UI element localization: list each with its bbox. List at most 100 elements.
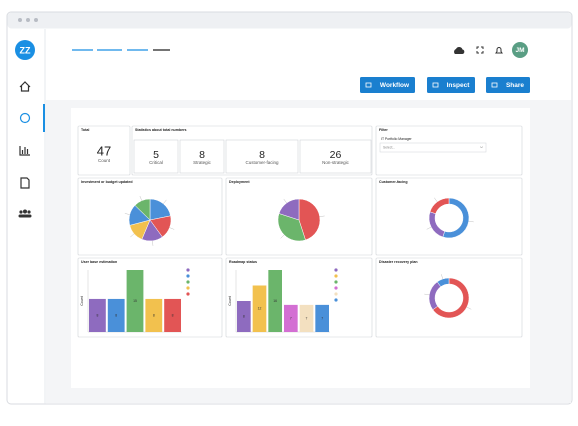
bar xyxy=(299,304,314,332)
stat-value: 5 xyxy=(153,149,159,161)
slice-leader xyxy=(139,195,142,201)
legend-swatch xyxy=(334,292,338,296)
axis-label: Count xyxy=(228,296,232,306)
slice xyxy=(436,277,450,288)
bar xyxy=(284,304,298,332)
slice-leader xyxy=(124,213,130,215)
panel-title: Statistics about total numbers xyxy=(135,128,187,132)
stat-value: 26 xyxy=(330,149,342,161)
panel-title: User base estimation xyxy=(81,260,117,264)
select-placeholder: Select... xyxy=(383,146,395,150)
logo-text: ZZ xyxy=(20,45,31,55)
slice xyxy=(134,198,151,221)
stat-card xyxy=(225,139,299,174)
document-icon[interactable] xyxy=(20,177,30,189)
slice-leader xyxy=(163,199,167,204)
avatar-initials: JM xyxy=(515,47,524,54)
button-label: Share xyxy=(506,82,524,89)
bar xyxy=(237,301,251,332)
stat-value: 8 xyxy=(199,149,205,161)
stat-label: Strategic xyxy=(193,160,212,165)
slice-leader xyxy=(319,215,325,217)
stat-card xyxy=(179,139,225,174)
slice-leader xyxy=(169,227,175,230)
bar xyxy=(315,304,329,332)
slice xyxy=(429,197,450,214)
button-label: Workflow xyxy=(380,82,410,89)
panel xyxy=(77,125,131,176)
button[interactable] xyxy=(360,77,415,93)
avatar[interactable] xyxy=(512,42,528,58)
legend-swatch xyxy=(334,286,338,290)
bar xyxy=(145,298,163,332)
dot xyxy=(18,18,22,22)
bar-label: 8 xyxy=(153,313,155,317)
slice-leader xyxy=(434,197,438,202)
active-indicator xyxy=(43,104,45,132)
slice-leader xyxy=(424,293,430,296)
stat-value: 47 xyxy=(97,143,111,158)
chart-icon[interactable] xyxy=(19,146,30,156)
bar-label: 8 xyxy=(115,313,117,317)
cloud-icon[interactable] xyxy=(454,47,465,54)
stat-value: 8 xyxy=(259,149,265,161)
bar-label: 15 xyxy=(133,299,137,303)
slice-leader xyxy=(152,240,154,246)
legend-swatch xyxy=(186,292,190,296)
stat-label: Critical xyxy=(149,160,163,165)
expand-icon[interactable] xyxy=(476,46,484,54)
stat-card xyxy=(299,139,372,174)
slice-leader xyxy=(426,226,432,230)
bell-icon[interactable] xyxy=(495,47,503,54)
slice xyxy=(277,213,306,242)
bar-label: 7 xyxy=(321,316,323,320)
legend-swatch xyxy=(186,286,190,290)
legend-swatch xyxy=(186,268,190,272)
button[interactable] xyxy=(427,77,475,93)
legend-swatch xyxy=(334,280,338,284)
legend-swatch xyxy=(186,274,190,278)
panel xyxy=(375,177,523,256)
legend-swatch xyxy=(186,280,190,284)
bar-label: 8 xyxy=(96,313,98,317)
bar xyxy=(268,270,282,332)
panel-title: Customer-facing xyxy=(379,180,408,184)
slice-leader xyxy=(130,233,135,238)
button-icon xyxy=(491,82,498,88)
stat-card xyxy=(133,139,179,174)
slice-leader xyxy=(283,198,287,204)
bar-label: 12 xyxy=(258,307,262,311)
bar-label: 7 xyxy=(306,316,308,320)
bar-label: 7 xyxy=(290,316,292,320)
legend-swatch xyxy=(334,298,338,302)
globe-icon[interactable] xyxy=(19,112,31,124)
bar xyxy=(89,298,106,332)
bar xyxy=(126,270,144,332)
slice-leader xyxy=(468,220,474,223)
bar xyxy=(252,285,267,332)
title-bar xyxy=(7,12,572,29)
panel-title: Deployment xyxy=(229,180,250,184)
stat-label: Count xyxy=(98,158,111,163)
legend-swatch xyxy=(334,268,338,272)
panel-title: Filter xyxy=(379,128,388,132)
home-icon[interactable] xyxy=(19,81,31,92)
panel-title: Total xyxy=(81,128,89,132)
button-label: Inspect xyxy=(447,82,471,89)
stat-label: Customer-facing xyxy=(245,160,279,165)
panel-title: Investment or budget updated xyxy=(81,180,133,184)
panel-title: Roadmap status xyxy=(229,260,257,264)
stat-label: Non-strategic xyxy=(322,160,350,165)
slice-leader xyxy=(466,306,472,310)
slice-leader xyxy=(441,274,443,280)
users-icon[interactable] xyxy=(18,209,32,218)
panel-title: Disaster recovery plan xyxy=(379,260,418,264)
slice xyxy=(298,198,321,241)
panel xyxy=(375,257,523,338)
dot xyxy=(26,18,30,22)
slice-leader xyxy=(280,234,285,239)
select[interactable] xyxy=(379,142,487,153)
button[interactable] xyxy=(486,77,530,93)
bar xyxy=(107,298,125,332)
bar-label: 16 xyxy=(273,299,277,303)
